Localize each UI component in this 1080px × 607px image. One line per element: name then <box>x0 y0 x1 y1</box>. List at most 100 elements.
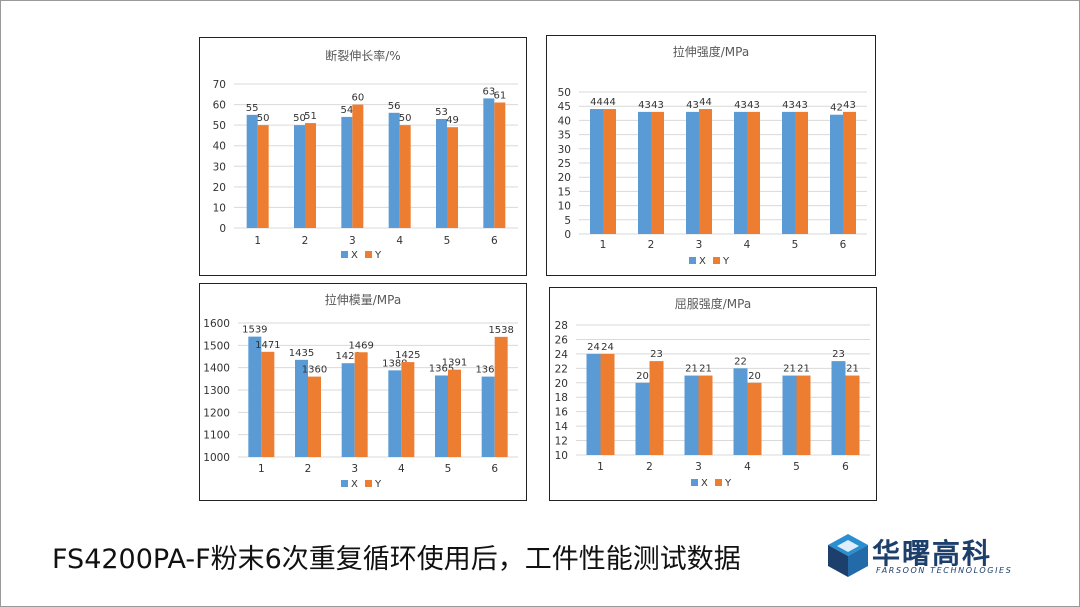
data-label-x: 50 <box>293 113 306 124</box>
bar-y <box>795 111 808 234</box>
data-label-x: 53 <box>435 107 448 118</box>
data-label-y: 24 <box>601 342 614 353</box>
legend-label-y: Y <box>374 479 382 490</box>
data-label-y: 43 <box>651 100 664 111</box>
legend-label-x: X <box>699 256 706 267</box>
bar-x <box>830 114 843 234</box>
x-tick-label: 1 <box>600 239 607 251</box>
logo-name-cn: 华曙高科 <box>872 537 993 570</box>
bar-x <box>341 116 353 228</box>
y-tick-label: 50 <box>558 87 571 99</box>
x-tick-label: 2 <box>648 239 655 251</box>
y-tick-label: 14 <box>555 421 569 433</box>
y-tick-label: 0 <box>564 229 571 241</box>
bar-x <box>481 376 495 457</box>
data-label-x: 20 <box>636 371 649 382</box>
y-tick-label: 15 <box>558 186 571 198</box>
x-tick-label: 4 <box>396 235 403 247</box>
legend-swatch-x <box>341 251 348 258</box>
bar-y <box>845 375 860 455</box>
x-tick-label: 6 <box>491 463 498 475</box>
bar-x <box>734 111 747 234</box>
x-tick-label: 2 <box>302 235 309 247</box>
bar-x <box>831 361 846 455</box>
bar-x <box>590 109 603 234</box>
y-tick-label: 10 <box>558 201 571 213</box>
y-tick-label: 28 <box>555 320 568 332</box>
bar-x <box>782 111 795 234</box>
data-label-x: 22 <box>734 356 747 367</box>
bar-x <box>388 112 400 228</box>
bar-y <box>447 127 458 228</box>
x-tick-label: 4 <box>744 461 751 473</box>
legend-label-y: Y <box>722 256 730 267</box>
y-tick-label: 0 <box>219 223 226 235</box>
data-label-y: 44 <box>603 97 616 108</box>
bar-y <box>261 351 275 457</box>
x-tick-label: 4 <box>398 463 405 475</box>
bar-x <box>246 114 258 228</box>
y-tick-label: 30 <box>213 161 226 173</box>
data-label-y: 1360 <box>302 365 327 376</box>
bar-x <box>684 375 699 455</box>
data-label-y: 51 <box>304 111 317 122</box>
x-tick-label: 2 <box>305 463 312 475</box>
bar-x <box>341 363 355 457</box>
legend-swatch-y <box>715 479 722 486</box>
y-tick-label: 30 <box>558 144 571 156</box>
y-tick-label: 1300 <box>203 385 230 397</box>
data-label-x: 43 <box>686 100 699 111</box>
x-tick-label: 5 <box>792 239 799 251</box>
data-label-y: 50 <box>399 113 412 124</box>
y-tick-label: 20 <box>558 172 571 184</box>
y-tick-label: 5 <box>564 215 571 227</box>
bar-x <box>248 336 262 457</box>
x-tick-label: 3 <box>695 461 702 473</box>
y-tick-label: 1100 <box>203 430 230 442</box>
data-label-y: 1471 <box>255 340 280 351</box>
y-tick-label: 24 <box>555 349 569 361</box>
data-label-y: 43 <box>747 100 760 111</box>
x-tick-label: 1 <box>254 235 261 247</box>
data-label-x: 42 <box>830 103 843 114</box>
legend-swatch-x <box>691 479 698 486</box>
data-label-x: 43 <box>734 100 747 111</box>
bar-y <box>354 352 368 457</box>
data-label-y: 21 <box>797 364 810 375</box>
x-tick-label: 5 <box>445 463 452 475</box>
data-label-x: 21 <box>783 364 796 375</box>
bar-y <box>651 111 664 234</box>
bar-y <box>399 125 411 228</box>
y-tick-label: 26 <box>555 334 569 346</box>
chart-title: 拉伸强度/MPa <box>673 44 749 59</box>
data-label-x: 1365 <box>429 363 454 374</box>
x-tick-label: 3 <box>351 463 358 475</box>
bar-x <box>638 111 651 234</box>
bar-y <box>305 123 316 228</box>
bar-y <box>401 362 415 457</box>
chart-title: 屈服强度/MPa <box>675 296 751 311</box>
bar-y <box>603 109 616 234</box>
x-tick-label: 3 <box>349 235 356 247</box>
x-tick-label: 3 <box>696 239 703 251</box>
y-tick-label: 20 <box>555 378 568 390</box>
data-label-y: 21 <box>846 364 859 375</box>
y-tick-label: 50 <box>213 120 226 132</box>
bar-y <box>796 375 811 455</box>
y-tick-label: 1400 <box>203 363 230 375</box>
bar-x <box>686 111 699 234</box>
data-label-x: 56 <box>388 101 401 112</box>
legend-label-x: X <box>351 250 358 261</box>
legend-swatch-y <box>365 251 372 258</box>
x-tick-label: 4 <box>744 239 751 251</box>
chart-title: 断裂伸长率/% <box>325 48 400 63</box>
data-label-y: 43 <box>795 100 808 111</box>
bar-x <box>435 375 448 457</box>
legend-swatch-x <box>689 257 696 264</box>
bar-x <box>294 125 305 228</box>
y-tick-label: 1500 <box>203 340 230 352</box>
y-tick-label: 45 <box>558 101 571 113</box>
chart-tensile-strength: 拉伸强度/MPa 0 5 10 15 20 25 30 35 40 45 50 44 44 1 43 43 2 43… <box>546 35 876 276</box>
data-label-x: 44 <box>590 97 603 108</box>
